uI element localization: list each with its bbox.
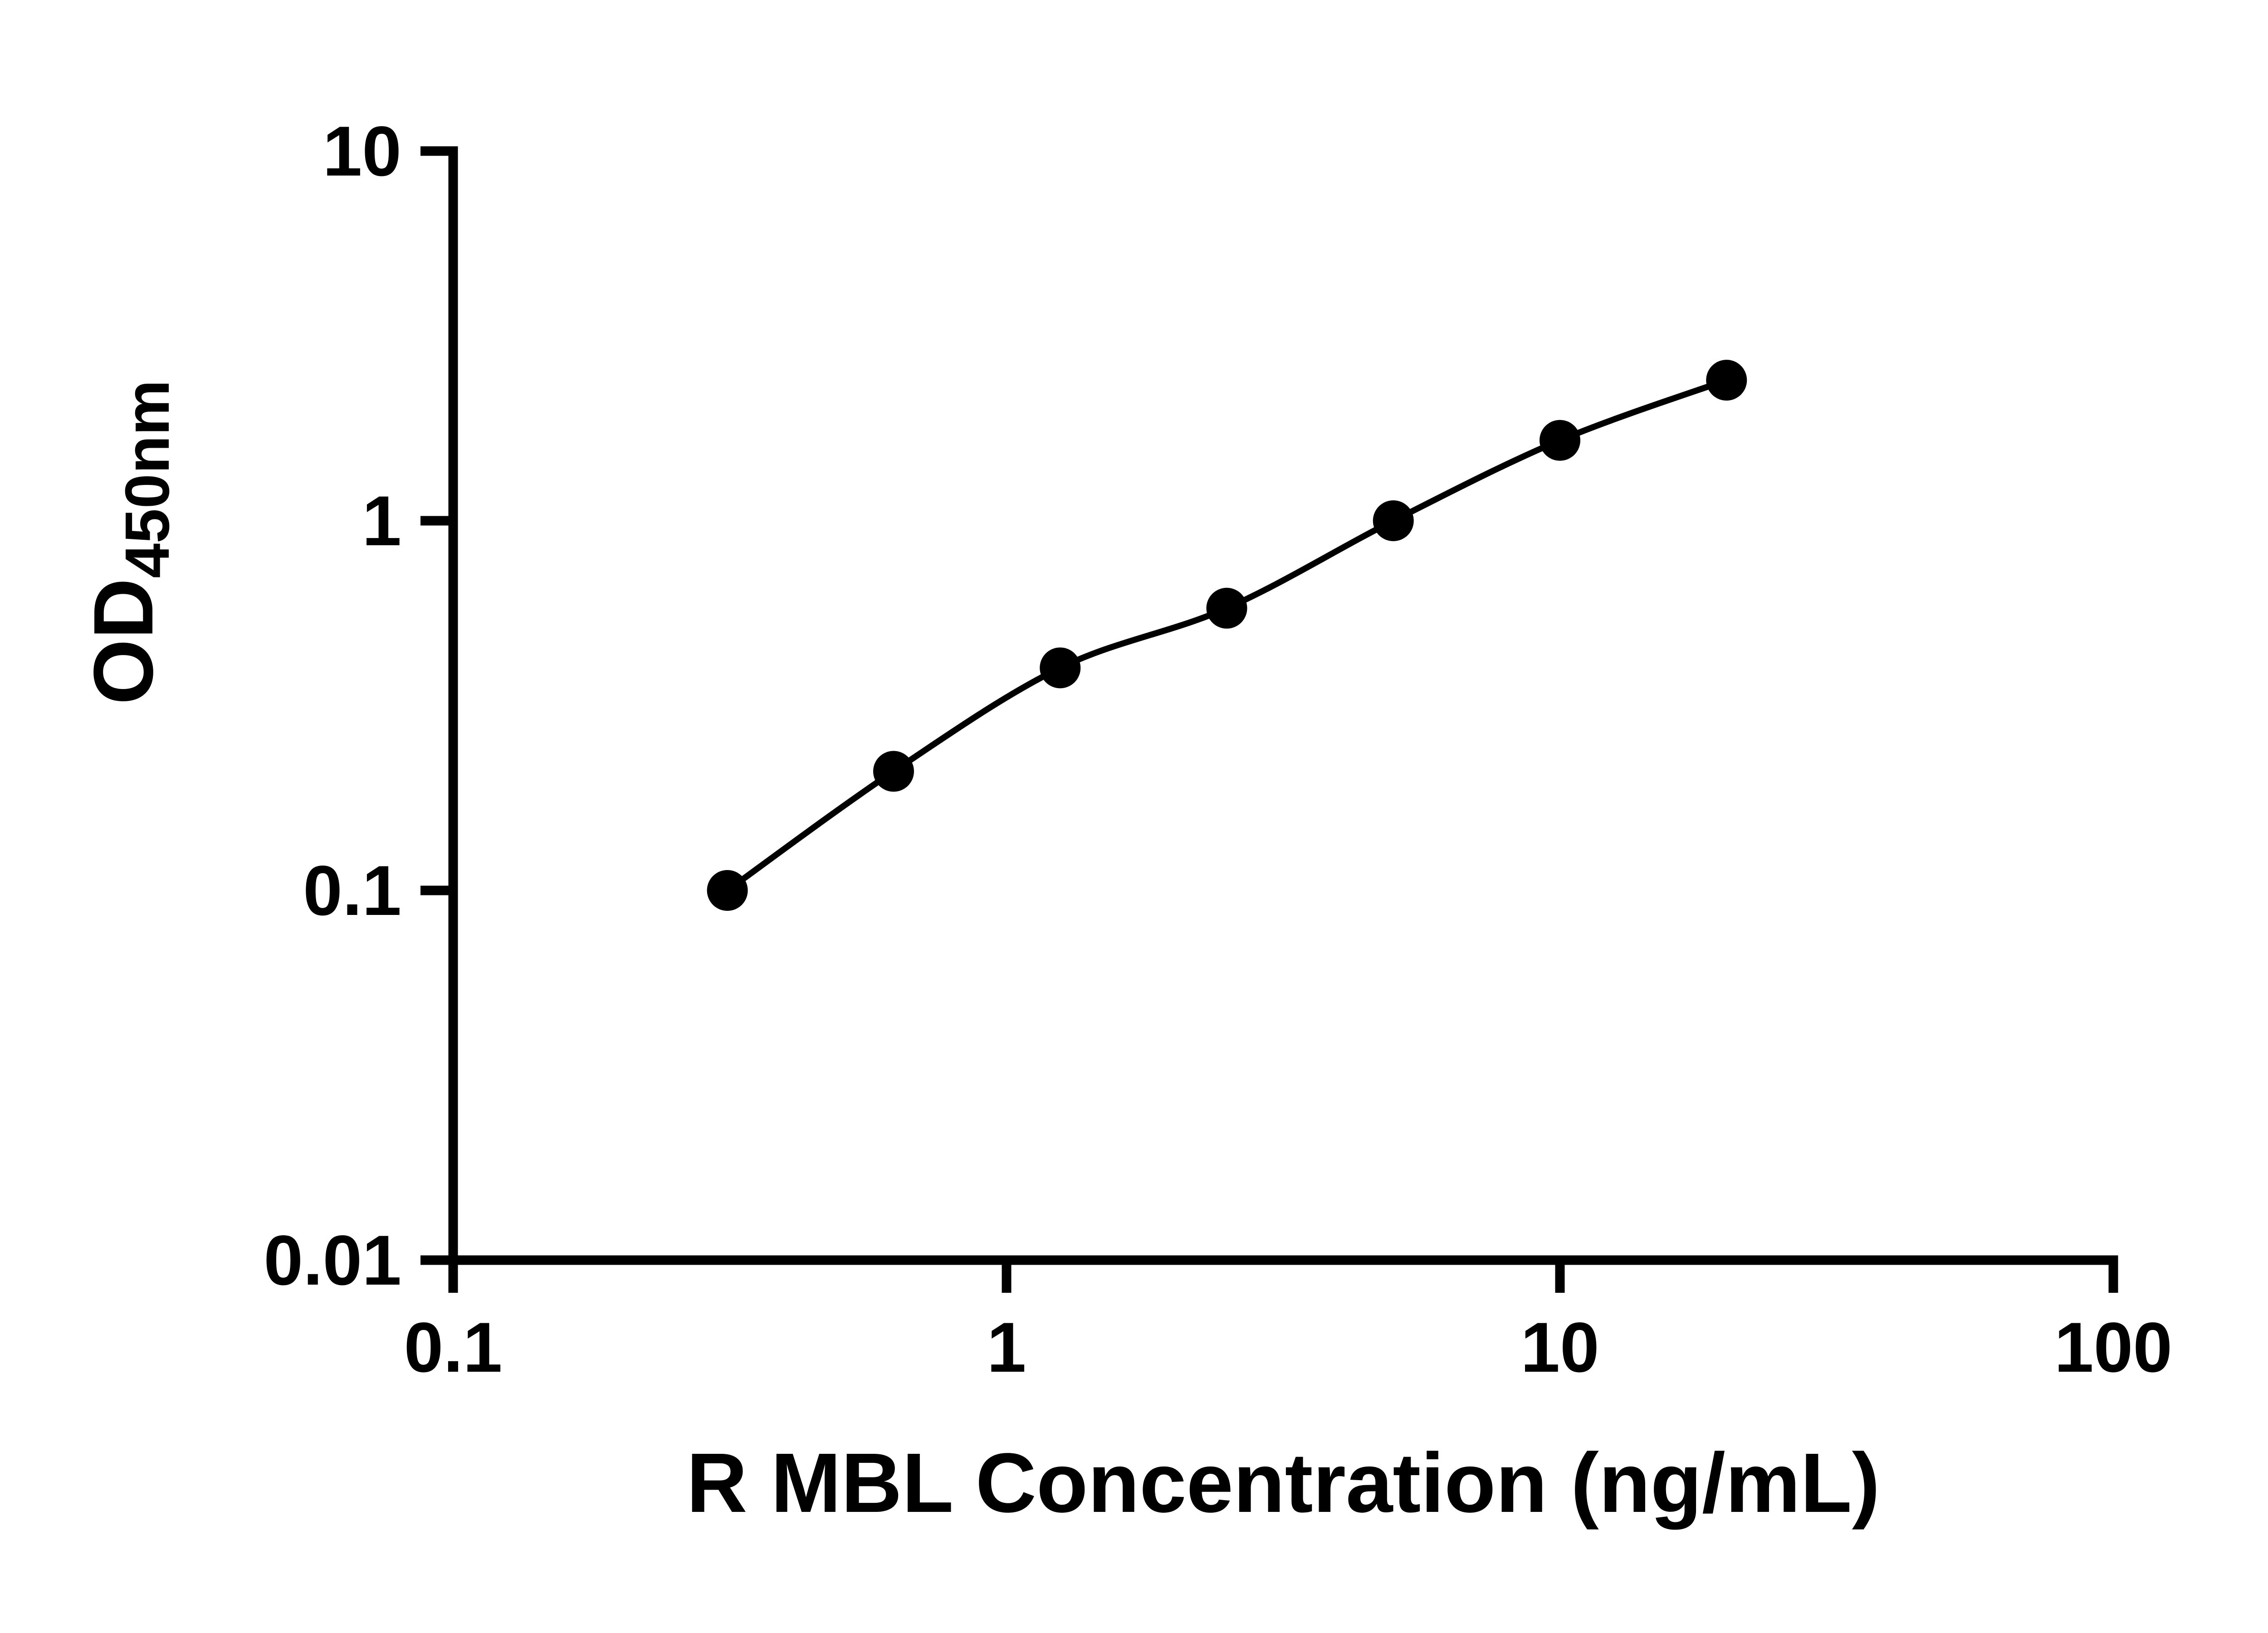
y-tick-label: 0.1 (303, 851, 401, 930)
y-tick-label: 1 (362, 482, 401, 561)
x-axis-title: R MBL Concentration (ng/mL) (686, 1436, 1880, 1530)
y-axis-title-main: OD (77, 578, 171, 705)
data-point (1373, 500, 1414, 541)
axes (448, 146, 2118, 1265)
tick-marks (420, 146, 2118, 1293)
x-tick-label: 10 (1520, 1308, 1599, 1387)
x-tick-label: 1 (987, 1308, 1026, 1387)
data-point (1040, 647, 1081, 689)
x-tick-label: 100 (2054, 1308, 2172, 1387)
x-tick-label: 0.1 (404, 1308, 503, 1387)
y-axis-title-subscript: 450nm (112, 380, 182, 578)
data-point (707, 870, 748, 911)
y-tick-label: 0.01 (264, 1221, 401, 1300)
data-point (1540, 420, 1580, 461)
data-point (873, 751, 914, 792)
data-point (1706, 360, 1747, 401)
series-markers (707, 360, 1747, 911)
data-point (1206, 587, 1247, 629)
y-tick-label: 10 (323, 112, 401, 191)
y-axis-title: OD450nm (77, 380, 182, 704)
